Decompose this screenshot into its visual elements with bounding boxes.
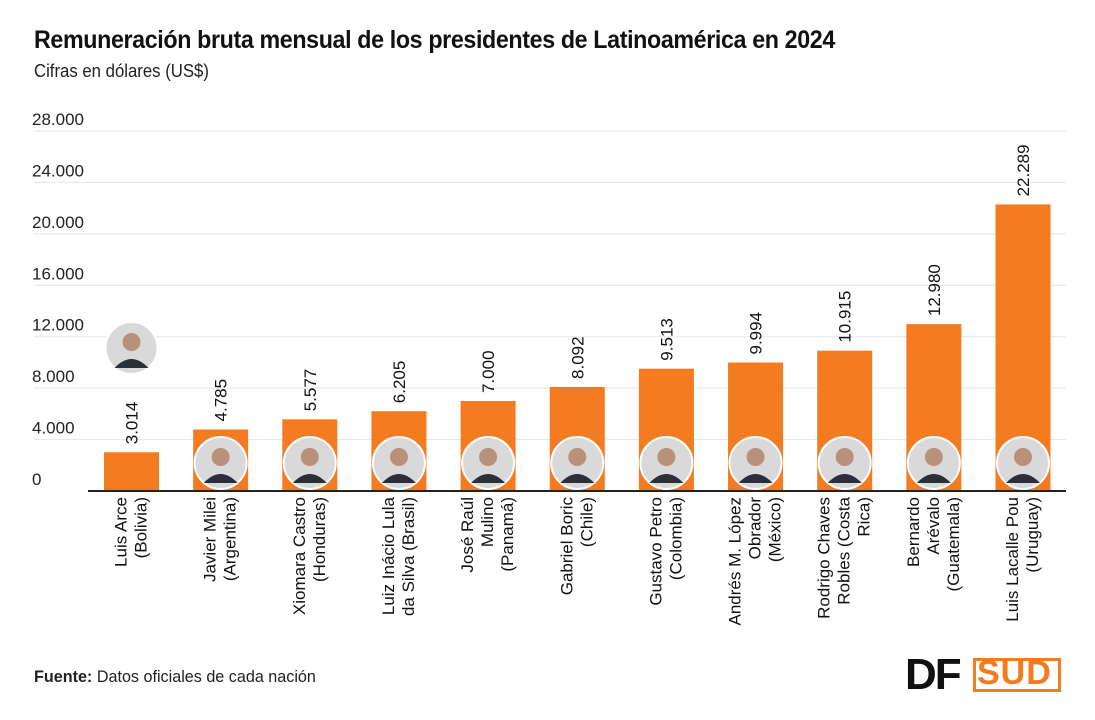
president-portrait-icon — [639, 436, 694, 490]
y-tick-label: 4.000 — [32, 419, 75, 438]
president-portrait-icon — [996, 436, 1050, 490]
df-sud-logo: DF SUD — [905, 650, 1065, 699]
category-label: (Colombia) — [666, 497, 685, 580]
chart-title: Remuneración bruta mensual de los presid… — [34, 26, 835, 54]
president-portrait-icon — [461, 436, 516, 490]
bar-chart: 0 4.000 8.000 12.000 16.000 20.000 24.000 28.00… — [32, 110, 1066, 626]
source-label: Fuente: — [34, 667, 93, 686]
president-portrait-icon — [728, 436, 783, 490]
category-label: (Bolivia) — [132, 497, 151, 558]
category-label: Rica) — [855, 497, 874, 537]
president-portrait-icon — [550, 436, 605, 490]
category-label: (México) — [766, 497, 785, 562]
category-label: Luis Lacalle Pou — [1003, 497, 1022, 622]
logo-frame — [973, 658, 1061, 692]
value-label: 10.915 — [836, 291, 855, 343]
category-label: da Silva (Brasil) — [399, 497, 418, 616]
value-label: 22.289 — [1014, 144, 1033, 196]
value-label: 4.785 — [212, 379, 231, 422]
value-label: 12.980 — [925, 264, 944, 316]
category-label: (Chile) — [577, 497, 596, 547]
y-tick-label: 8.000 — [32, 367, 75, 386]
category-label: Xiomara Castro — [290, 497, 309, 615]
category-label: (Panamá) — [498, 497, 517, 572]
category-label: Gustavo Petro — [646, 497, 665, 606]
y-tick-label: 0 — [32, 470, 41, 489]
category-label: Obrador — [746, 497, 765, 560]
category-label: (Guatemala) — [944, 497, 963, 591]
value-label: 9.994 — [747, 312, 766, 355]
category-label: Mulino — [478, 497, 497, 547]
y-tick-label: 12.000 — [32, 316, 84, 335]
value-label: 3.014 — [123, 402, 142, 445]
y-tick-label: 20.000 — [32, 213, 84, 232]
category-label: Rodrigo Chaves — [815, 497, 834, 619]
president-portrait-icon — [371, 436, 426, 490]
category-label: José Raúl — [458, 497, 477, 573]
source-note: Fuente: Datos oficiales de cada nación — [34, 667, 316, 687]
category-label: Arévalo — [924, 497, 943, 555]
category-label: Javier Milei — [201, 497, 220, 582]
y-tick-label: 24.000 — [32, 161, 84, 180]
logo-sud-text: SUD — [977, 654, 1052, 692]
value-label: 9.513 — [657, 318, 676, 361]
y-tick-label: 28.000 — [32, 110, 84, 129]
value-label: 6.205 — [390, 361, 409, 404]
president-portrait-icon — [193, 436, 248, 490]
president-portrait-icon — [104, 321, 159, 375]
chart-subtitle: Cifras en dólares (US$) — [34, 61, 209, 81]
category-label: (Argentina) — [221, 497, 240, 581]
value-label: 5.577 — [301, 369, 320, 412]
bar — [104, 452, 159, 491]
president-portrait-icon — [282, 436, 337, 490]
category-label: (Uruguay) — [1023, 497, 1042, 573]
category-label: Luis Arce — [112, 497, 131, 567]
value-label: 8.092 — [568, 336, 587, 379]
category-label: Gabriel Boric — [557, 497, 576, 596]
logo-df-text: DF — [905, 650, 962, 699]
value-label: 7.000 — [479, 350, 498, 393]
y-tick-label: 16.000 — [32, 264, 84, 283]
president-portrait-icon — [817, 436, 872, 490]
category-label: Bernardo — [904, 497, 923, 567]
category-label: (Honduras) — [310, 497, 329, 582]
category-label: Andrés M. López — [726, 497, 745, 626]
category-label: Robles (Costa — [835, 496, 854, 604]
category-label: Luiz Inácio Lula — [379, 496, 398, 615]
president-portrait-icon — [906, 436, 961, 490]
source-text: Datos oficiales de cada nación — [96, 667, 316, 686]
